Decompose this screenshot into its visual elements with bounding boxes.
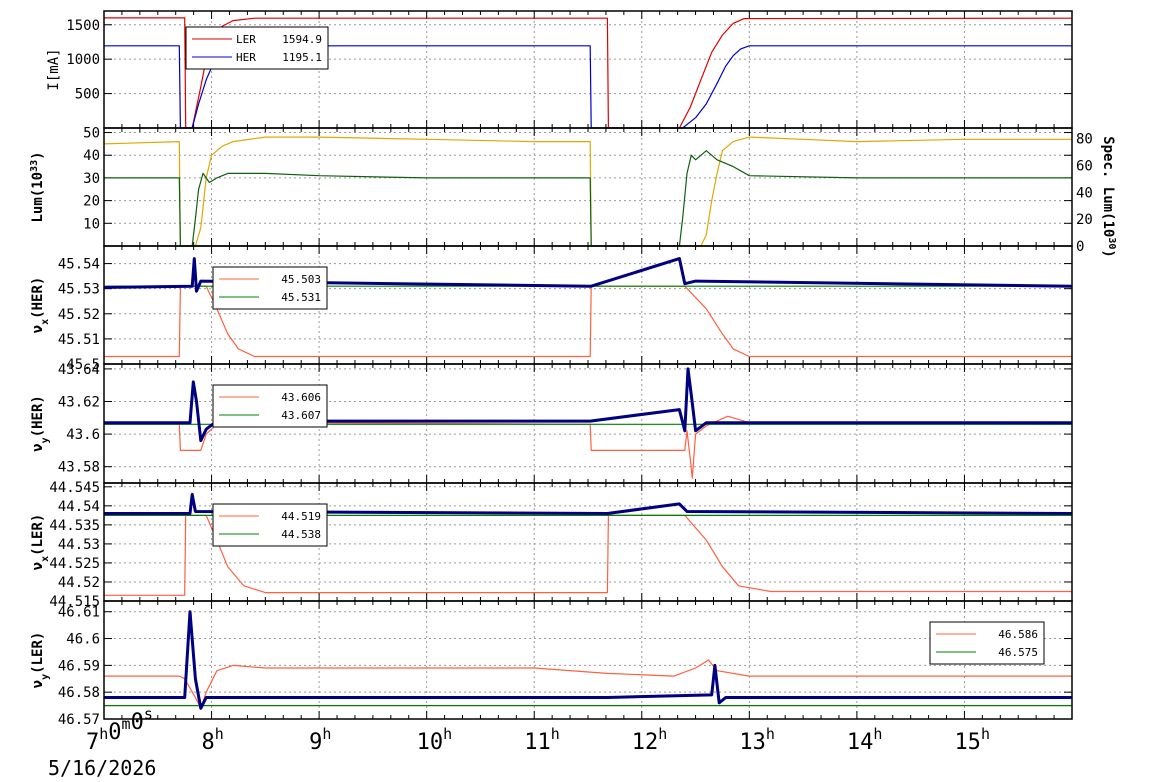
y-tick-label: 45.5	[66, 357, 100, 373]
y-tick-label: 1500	[66, 18, 100, 34]
right-y-axis-label: Spec. Lum(1030)	[1100, 136, 1118, 258]
y-tick-label: 43.6	[66, 427, 100, 443]
legend-value: 44.538	[281, 528, 321, 541]
y-tick-label: 10	[83, 216, 100, 232]
legend-label: LER	[236, 33, 256, 46]
y-tick-label: 46.61	[58, 605, 100, 621]
x-tick-label: 9h	[309, 725, 331, 755]
x-tick-label: 10h	[417, 725, 453, 755]
right-y-tick-label: 40	[1076, 185, 1093, 201]
legend-box	[185, 26, 329, 70]
series-line	[104, 367, 1072, 443]
y-tick-label: 44.545	[49, 480, 100, 496]
right-y-tick-label: 0	[1076, 239, 1084, 255]
right-y-tick-label: 60	[1076, 159, 1093, 175]
y-tick-label: 43.64	[58, 362, 100, 378]
y-tick-label: 44.525	[49, 556, 100, 572]
y-tick-label: 43.62	[58, 394, 100, 410]
legend-value: 43.606	[281, 391, 321, 404]
y-tick-label: 45.51	[58, 332, 100, 348]
legend-label: HER	[236, 51, 256, 64]
series-line	[104, 492, 1073, 515]
y-tick-label: 46.59	[58, 658, 100, 674]
legend-value: 1195.1	[282, 51, 322, 64]
right-y-tick-label: 80	[1076, 132, 1093, 148]
series-line	[103, 257, 1073, 293]
legend-box	[212, 266, 328, 310]
x-tick-label: 14h	[847, 725, 883, 755]
y-tick-label: 43.58	[58, 460, 100, 476]
legend-box	[929, 621, 1045, 665]
y-axis-label: νx(LER)	[30, 514, 51, 571]
series-line	[103, 136, 1072, 247]
y-axis-label: νy(LER)	[30, 632, 51, 689]
legend-value: 1594.9	[282, 33, 322, 46]
y-tick-label: 45.53	[58, 282, 100, 298]
legend-value: 46.586	[998, 628, 1038, 641]
series-line	[104, 610, 1072, 710]
legend-value: 44.519	[281, 510, 321, 523]
y-tick-label: 50	[83, 126, 100, 142]
x-tick-label: 11h	[524, 725, 560, 755]
x-tick-label: 12h	[632, 725, 668, 755]
y-tick-label: 46.6	[66, 632, 100, 648]
legend-value: 43.607	[281, 409, 321, 422]
legend-value: 45.531	[281, 291, 321, 304]
x-tick-label: 8h	[202, 725, 224, 755]
y-tick-label: 44.53	[58, 537, 100, 553]
x-tick-label: 15h	[954, 725, 990, 755]
y-tick-label: 20	[83, 194, 100, 210]
legend-box	[212, 384, 328, 428]
y-tick-label: 44.515	[49, 594, 100, 610]
legend-value: 45.503	[281, 273, 321, 286]
panel-frame	[103, 127, 1073, 247]
y-axis-label: I[mA]	[46, 48, 62, 90]
y-tick-label: 30	[83, 171, 100, 187]
y-axis-label: Lum(1033)	[29, 151, 47, 222]
series-line	[104, 45, 1072, 129]
y-tick-label: 500	[75, 87, 100, 103]
right-y-tick-label: 20	[1076, 212, 1093, 228]
y-tick-label: 45.54	[58, 257, 100, 273]
series-line	[104, 150, 1072, 247]
y-tick-label: 46.58	[58, 685, 100, 701]
y-tick-label: 46.57	[58, 712, 100, 728]
y-axis-label: νy(HER)	[30, 395, 51, 452]
y-axis-label: νx(HER)	[30, 277, 51, 334]
x-tick-label: 13h	[739, 725, 775, 755]
y-tick-label: 44.52	[58, 575, 100, 591]
y-tick-label: 45.52	[58, 307, 100, 323]
x-axis-date: 5/16/2026	[48, 756, 156, 780]
y-tick-label: 44.54	[58, 499, 100, 515]
legend-box	[212, 503, 328, 547]
y-tick-label: 40	[83, 148, 100, 164]
series-line	[104, 659, 1072, 709]
legend-value: 46.575	[998, 646, 1038, 659]
x-tick-label: 7h0m0s	[86, 705, 153, 755]
panel-frame	[103, 600, 1073, 720]
y-tick-label: 1000	[66, 52, 100, 68]
y-tick-label: 44.535	[49, 518, 100, 534]
